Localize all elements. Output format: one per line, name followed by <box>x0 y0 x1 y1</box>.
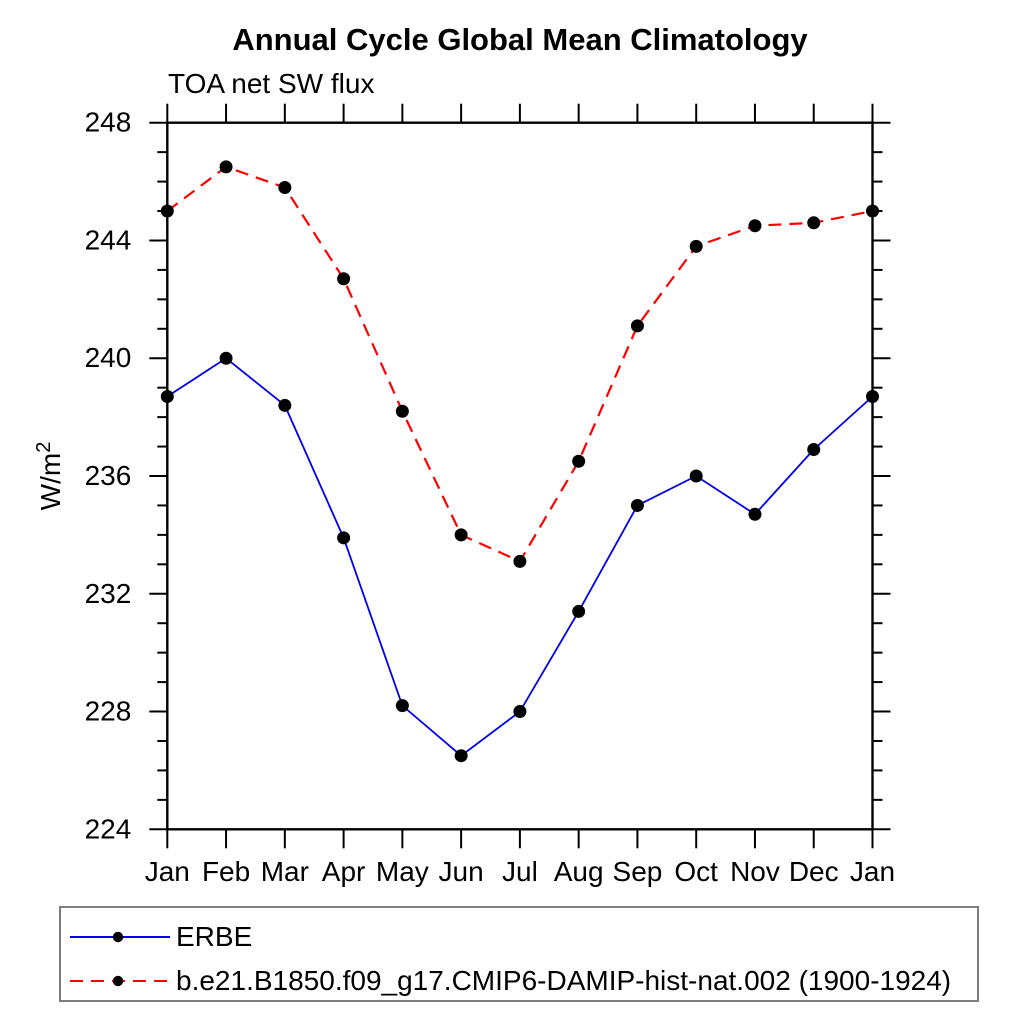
chart-title: Annual Cycle Global Mean Climatology <box>232 22 808 57</box>
data-point <box>748 219 762 233</box>
x-tick-label: Aug <box>554 856 604 887</box>
y-tick-label: 248 <box>85 107 132 138</box>
data-point <box>513 705 527 719</box>
legend-label-model: b.e21.B1850.f09_g17.CMIP6-DAMIP-hist-nat… <box>176 965 952 996</box>
legend-item-model: b.e21.B1850.f09_g17.CMIP6-DAMIP-hist-nat… <box>70 965 951 996</box>
legend-line-sample-solid <box>70 931 170 943</box>
plot-frame <box>166 121 874 831</box>
y-tick-label: 244 <box>85 224 132 255</box>
y-axis-title: W/m2 <box>33 442 66 511</box>
data-point <box>689 239 703 253</box>
data-point <box>630 319 644 333</box>
data-point <box>572 604 586 618</box>
legend-box: ERBE b.e21.B1850.f09_g17.CMIP6-DAMIP-his… <box>59 906 979 1002</box>
x-tick-label: Nov <box>730 856 780 887</box>
data-point <box>689 469 703 483</box>
x-tick-label: Apr <box>322 856 366 887</box>
data-point <box>513 554 527 568</box>
data-point <box>807 443 821 457</box>
y-tick-label: 236 <box>85 460 132 491</box>
series-markers-1 <box>160 160 879 568</box>
x-tick-label: Jul <box>502 856 538 887</box>
data-point <box>807 216 821 230</box>
legend-label-erbe: ERBE <box>176 921 253 952</box>
series-markers-0 <box>160 351 879 763</box>
data-point <box>395 404 409 418</box>
y-tick-label: 232 <box>85 578 132 609</box>
data-point <box>454 749 468 763</box>
x-tick-label: May <box>376 856 429 887</box>
x-tick-label: Dec <box>789 856 839 887</box>
x-tick-label: Oct <box>674 856 718 887</box>
data-point <box>219 351 233 365</box>
legend-item-erbe: ERBE <box>70 921 252 952</box>
y-tick-label: 224 <box>85 813 132 844</box>
x-tick-label: Mar <box>261 856 309 887</box>
data-point <box>866 390 879 404</box>
x-tick-label: Feb <box>202 856 250 887</box>
y-tick-label: 228 <box>85 696 132 727</box>
data-point <box>337 531 351 545</box>
chart-subtitle: TOA net SW flux <box>168 68 375 99</box>
y-ticks <box>149 121 891 831</box>
y-tick-labels: 224 228 232 236 240 244 248 <box>85 107 132 845</box>
data-point <box>748 507 762 521</box>
legend-line-sample-dashed <box>70 975 170 987</box>
x-tick-label: Jan <box>850 856 895 887</box>
data-point <box>630 498 644 512</box>
x-tick-label: Jan <box>145 856 190 887</box>
plot-svg: Jan Feb Mar Apr May Jun Jul Aug Sep Oct Nov Dec Jan 2… <box>33 103 895 887</box>
data-point <box>395 699 409 713</box>
data-point <box>454 528 468 542</box>
data-point <box>278 398 292 412</box>
data-point <box>337 272 351 286</box>
x-tick-label: Sep <box>613 856 663 887</box>
x-tick-label: Jun <box>439 856 484 887</box>
data-point <box>160 204 174 218</box>
month-labels: Jan Feb Mar Apr May Jun Jul Aug Sep Oct Nov Dec Jan <box>145 856 895 887</box>
x-ticks <box>166 103 874 849</box>
data-point <box>160 390 174 404</box>
data-point <box>278 180 292 194</box>
data-point <box>219 160 233 174</box>
y-tick-label: 240 <box>85 342 132 373</box>
data-point <box>866 204 879 218</box>
data-point <box>572 454 586 468</box>
